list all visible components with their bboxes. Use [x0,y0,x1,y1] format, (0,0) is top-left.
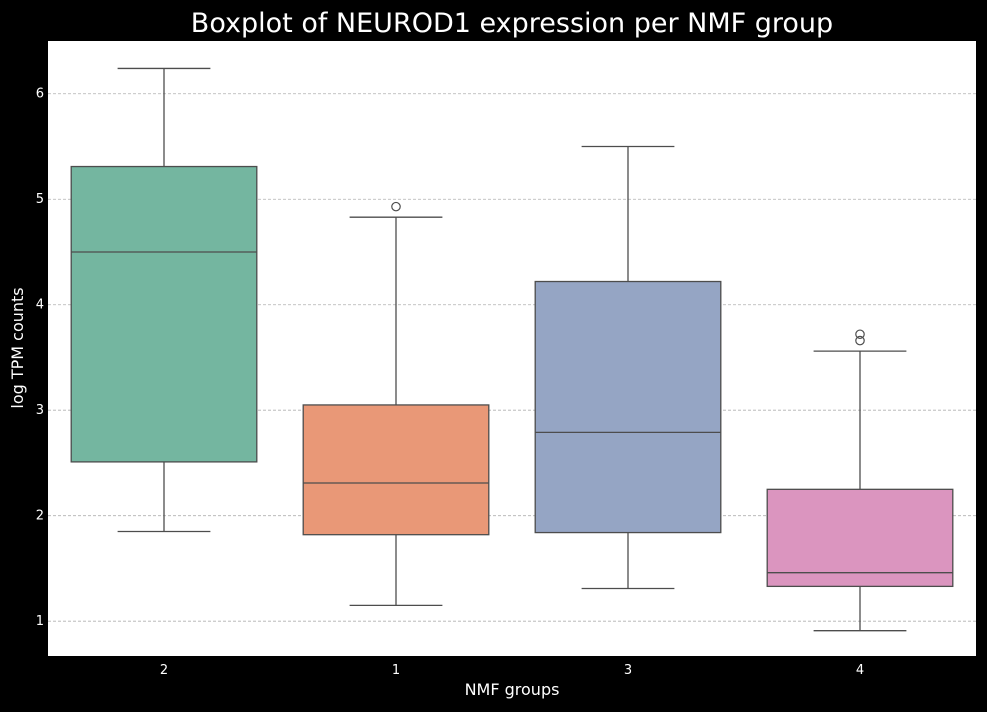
outlier-point [391,201,401,212]
iqr-box [302,404,490,536]
y-axis-label: log TPM counts [8,287,27,408]
box-group [534,145,722,590]
iqr-box [70,165,258,463]
y-tick-label: 2 [36,509,44,524]
y-tick-label: 5 [36,192,44,207]
outlier-point [855,329,865,340]
y-tick-label: 4 [36,298,44,313]
boxes [70,67,954,632]
outlier-point [855,335,865,346]
chart-title: Boxplot of NEUROD1 expression per NMF gr… [191,8,833,39]
x-tick-label: 3 [624,663,632,678]
box-group [302,201,490,607]
x-tick-label: 4 [856,663,864,678]
y-tick-label: 1 [36,614,44,629]
axis-ticks: 1 2 3 4 5 6 2 1 3 4 [36,87,864,678]
x-tick-label: 2 [160,663,168,678]
iqr-box [766,488,954,588]
box-group [70,67,258,533]
iqr-box [534,280,722,534]
x-tick-label: 1 [392,663,400,678]
y-tick-label: 3 [36,403,44,418]
y-tick-label: 6 [36,87,44,102]
x-axis-label: NMF groups [465,680,560,699]
box-group [766,329,954,632]
